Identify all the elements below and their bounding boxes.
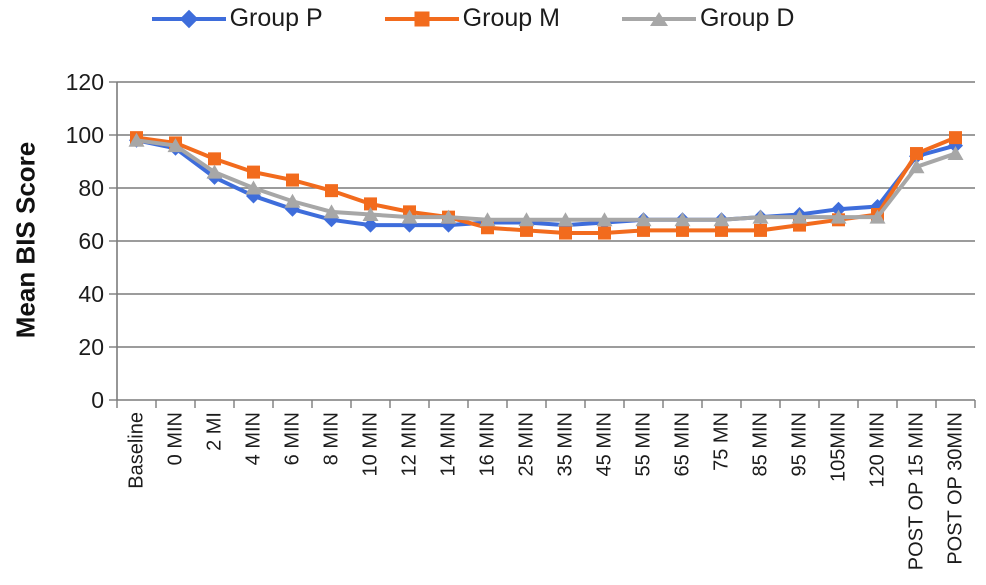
y-tick-label: 60 [78, 228, 104, 254]
x-tick-label: 105MIN [828, 412, 850, 482]
legend-label-group-p: Group P [229, 4, 323, 32]
x-tick-label: 16 MIN [477, 412, 499, 476]
data-point-triangle [674, 212, 691, 227]
data-point-triangle [518, 212, 535, 227]
y-tick-label: 100 [66, 122, 104, 148]
x-tick-label: 4 MIN [243, 412, 265, 465]
data-point-triangle [440, 209, 457, 224]
data-point-triangle [128, 132, 145, 147]
data-point-triangle [830, 209, 847, 224]
data-point-square [286, 173, 299, 187]
data-point-triangle [908, 159, 925, 174]
x-tick-label: POST OP 30MIN [945, 412, 967, 565]
data-point-triangle [713, 212, 730, 227]
data-point-triangle [557, 212, 574, 227]
x-tick-label: 85 MIN [750, 412, 772, 476]
x-tick-label: 65 MIN [672, 412, 694, 476]
legend-line-sample [621, 11, 696, 26]
x-tick-label: 55 MIN [633, 412, 655, 476]
data-point-square [910, 147, 923, 161]
y-tick-label: 20 [78, 334, 104, 360]
x-tick-label: 8 MIN [321, 412, 343, 465]
data-point-triangle [869, 209, 886, 224]
x-tick-label: Baseline [126, 412, 148, 489]
axes: 0 20 40 60 80 100 120 [66, 69, 976, 413]
legend-item-group-m: Group M [384, 4, 560, 33]
data-point-triangle [752, 209, 769, 224]
data-point-triangle [635, 212, 652, 227]
series-line [136, 135, 957, 236]
y-tick-label: 0 [91, 387, 104, 413]
data-point-diamond [363, 217, 378, 233]
legend-line-sample [151, 9, 226, 28]
x-tick-label: 75 MN [711, 412, 733, 471]
x-tick-label: 45 MIN [594, 412, 616, 476]
x-tick-label: 10 MIN [360, 412, 382, 476]
data-point-triangle [947, 146, 964, 161]
x-tick-label: 6 MIN [282, 412, 304, 465]
x-tick-label: 35 MIN [555, 412, 577, 476]
data-point-square [325, 184, 338, 198]
legend-label-group-m: Group M [462, 4, 560, 32]
legend-label-group-d: Group D [699, 4, 795, 32]
data-point-triangle [167, 138, 184, 153]
data-point-square [754, 223, 767, 237]
data-point-square [715, 223, 728, 237]
series-line [136, 138, 957, 222]
x-tick-label: 0 MIN [165, 412, 187, 465]
legend-item-group-d: Group D [621, 4, 795, 33]
data-point-square [208, 152, 221, 166]
legend-line-sample [384, 11, 459, 26]
y-axis-title: Mean BIS Score [10, 141, 41, 339]
data-point-square [676, 223, 689, 237]
data-point-triangle [245, 180, 262, 195]
data-point-triangle [479, 212, 496, 227]
data-point-triangle [284, 193, 301, 208]
legend-item-group-p: Group P [151, 4, 323, 33]
x-tick-label: 2 MI [204, 412, 226, 451]
data-point-triangle [401, 209, 418, 224]
x-tick-label: 14 MIN [438, 412, 460, 476]
data-point-square [247, 165, 260, 179]
data-point-triangle [791, 209, 808, 224]
x-tick-label: 120 MIN [867, 412, 889, 488]
y-tick-label: 80 [78, 175, 104, 201]
chart-legend: Group P Group M Group D [0, 4, 986, 33]
gridlines [117, 81, 975, 348]
x-axis-labels: Baseline 0 MIN 2 MI 4 MIN 6 MIN 8 MIN 10 MIN 12… [126, 412, 967, 570]
y-tick-label: 40 [78, 281, 104, 307]
data-point-diamond [831, 201, 846, 217]
x-tick-label: POST OP 15 MIN [906, 412, 928, 570]
data-point-triangle [323, 204, 340, 219]
data-point-triangle [362, 207, 379, 221]
y-tick-label: 120 [66, 69, 104, 95]
series-group-d [128, 132, 964, 227]
data-point-square [949, 131, 962, 145]
data-point-square [598, 226, 611, 240]
series-line [136, 138, 957, 228]
data-point-triangle [206, 164, 223, 179]
data-point-triangle [596, 212, 613, 227]
data-point-square [364, 197, 377, 211]
triangle-marker-icon [649, 11, 668, 26]
square-marker-icon [414, 11, 430, 26]
x-tick-label: 12 MIN [399, 412, 421, 476]
x-tick-label: 95 MIN [789, 412, 811, 476]
data-point-square [637, 223, 650, 237]
x-tick-label: 25 MIN [516, 412, 538, 476]
data-point-square [559, 226, 572, 240]
data-point-square [520, 223, 533, 237]
